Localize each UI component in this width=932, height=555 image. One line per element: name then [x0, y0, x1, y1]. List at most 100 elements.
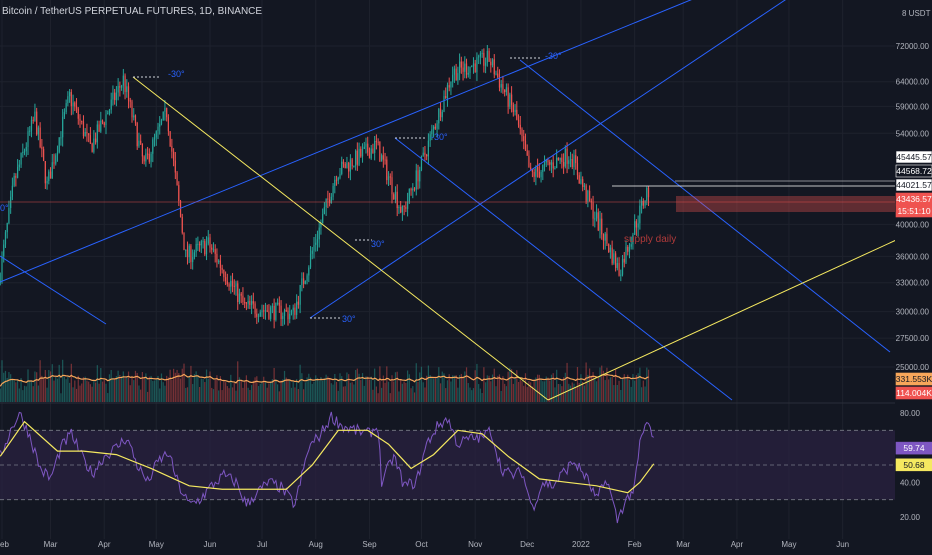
price-tag-box: [895, 178, 932, 192]
volume-bar: [23, 385, 26, 402]
time-tick-label: May: [781, 540, 796, 549]
volume-bar: [235, 390, 237, 402]
candle-body: [547, 160, 549, 163]
volume-bar: [292, 381, 294, 402]
candle-body: [94, 138, 97, 143]
volume-bar: [611, 376, 613, 402]
volume-bar: [259, 383, 261, 402]
volume-bar: [632, 374, 634, 402]
volume-bar: [562, 377, 565, 402]
angle-label: -30°: [431, 132, 448, 142]
candle-body: [627, 246, 629, 252]
candle-body: [4, 232, 7, 245]
candle-body: [413, 188, 416, 190]
candle-body: [462, 67, 464, 72]
price-tick-label: 27500.00: [896, 334, 930, 343]
angle-label: -30°: [545, 51, 562, 61]
volume-bar: [361, 373, 364, 402]
candle-body: [112, 92, 114, 100]
candle-body: [614, 253, 617, 268]
volume-bar: [209, 371, 211, 402]
candle-body: [36, 111, 38, 135]
volume-bar: [344, 386, 346, 402]
volume-bar: [216, 375, 218, 402]
time-tick-label: 2022: [572, 540, 590, 549]
volume-bar: [34, 371, 36, 402]
rsi-tick-label: 40.00: [900, 478, 921, 487]
volume-bar: [100, 368, 102, 402]
volume-bar: [271, 379, 274, 402]
candle-body: [240, 293, 242, 296]
candle-body: [273, 305, 275, 320]
price-tick-label: 72000.00: [896, 42, 930, 51]
candle-body: [510, 94, 513, 105]
volume-bar: [382, 375, 384, 402]
candle-body: [342, 161, 345, 164]
volume-bar: [205, 369, 208, 402]
volume-bar: [410, 388, 412, 402]
candle-body: [75, 106, 78, 109]
volume-bar: [531, 386, 534, 402]
candle-body: [426, 154, 428, 157]
volume-bar: [341, 376, 343, 402]
volume-bar: [110, 370, 112, 402]
volume-bar: [39, 360, 41, 402]
candle-body: [211, 247, 213, 250]
volume-bar: [502, 376, 504, 402]
candle-body: [512, 104, 514, 113]
candle-body: [356, 150, 358, 165]
volume-bar: [427, 365, 430, 402]
candle-body: [131, 101, 133, 118]
candle-body: [126, 86, 128, 92]
candle-body: [271, 305, 274, 308]
price-tick-label: 33000.00: [896, 279, 930, 288]
volume-bar: [552, 373, 554, 402]
candle-body: [70, 92, 72, 107]
volume-bar: [88, 381, 90, 402]
volume-bar: [509, 367, 511, 402]
volume-bar: [308, 373, 310, 402]
candle-body: [491, 59, 494, 66]
price-tick-label: 30000.00: [896, 308, 930, 317]
volume-bar: [406, 370, 409, 402]
volume-bar: [254, 377, 256, 402]
volume-bar: [146, 391, 149, 402]
candle-body: [200, 241, 202, 246]
candle-body: [308, 267, 310, 276]
candle-body: [219, 260, 222, 268]
candle-body: [230, 280, 232, 287]
candle-body: [384, 159, 386, 161]
candle-body: [446, 85, 449, 99]
volume-bar: [419, 372, 421, 402]
candle-body: [32, 119, 34, 121]
volume-bar: [367, 376, 369, 402]
volume-bar: [56, 378, 59, 402]
candle-body: [58, 137, 60, 153]
volume-bar: [469, 387, 471, 402]
candle-body: [315, 242, 317, 245]
volume-bar: [533, 380, 535, 402]
candle-body: [543, 162, 546, 166]
candle-body: [509, 94, 511, 107]
candle-body: [523, 136, 525, 141]
time-tick-label: Aug: [309, 540, 323, 549]
candle-body: [13, 175, 15, 186]
volume-bar: [49, 371, 52, 402]
candle-body: [335, 179, 338, 181]
volume-bar: [171, 380, 173, 402]
candle-body: [377, 141, 379, 143]
candle-body: [290, 310, 293, 314]
candle-body: [334, 179, 336, 186]
volume-bar: [640, 387, 643, 402]
volume-bar: [526, 387, 528, 402]
candle-body: [46, 180, 48, 184]
candle-body: [27, 131, 29, 148]
volume-bar: [120, 376, 123, 402]
candle-body: [20, 152, 22, 165]
candle-body: [296, 301, 298, 315]
volume-bar: [413, 392, 416, 402]
candle-body: [79, 118, 81, 121]
volume-bar: [377, 393, 379, 402]
volume-bar: [167, 377, 170, 402]
